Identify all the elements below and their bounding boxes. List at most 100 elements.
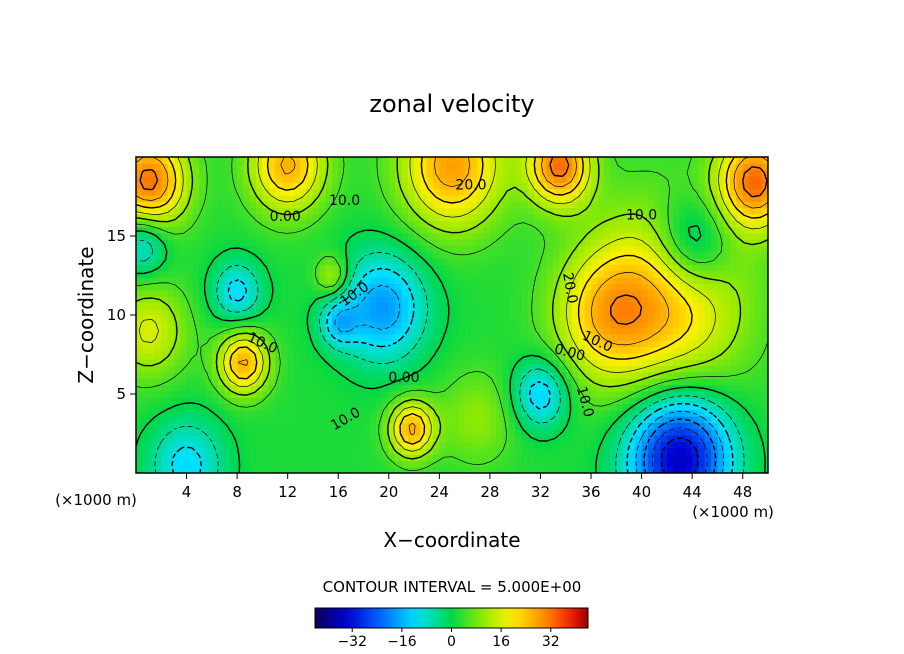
heat-cell (401, 346, 409, 354)
heat-cell (572, 409, 579, 417)
heat-cell (192, 302, 200, 310)
heat-cell (489, 454, 497, 461)
heat-cell (369, 327, 377, 335)
heat-cell (148, 460, 156, 468)
heat-cell (376, 403, 384, 411)
heat-cell (704, 447, 712, 455)
heat-cell (527, 251, 535, 259)
heat-cell (294, 289, 301, 297)
heat-cell (407, 428, 415, 436)
heat-cell (641, 207, 649, 215)
heat-cell (281, 321, 289, 329)
heat-cell (591, 384, 598, 392)
heat-cell (730, 346, 737, 354)
heat-cell (559, 258, 567, 266)
heat-cell (502, 333, 510, 341)
heat-cell (628, 352, 636, 360)
heat-cell (628, 270, 636, 278)
heat-cell (395, 340, 403, 348)
heat-cell (477, 296, 485, 303)
heat-cell (565, 422, 573, 430)
heat-cell (173, 422, 181, 430)
heat-cell (199, 308, 207, 316)
heat-cell (243, 327, 251, 335)
heat-cell (382, 182, 390, 190)
heat-cell (647, 264, 655, 272)
heat-cell (344, 359, 352, 367)
heat-cell (338, 359, 346, 367)
heat-cell (256, 390, 263, 398)
heat-cell (673, 441, 681, 449)
heat-cell (363, 416, 371, 424)
heat-cell (192, 283, 200, 291)
heat-cell (161, 194, 169, 202)
heat-cell (161, 232, 169, 240)
heat-cell (243, 352, 251, 360)
heat-cell (382, 302, 390, 310)
heat-cell (692, 340, 700, 348)
heat-cell (319, 365, 327, 373)
heat-cell (148, 371, 156, 379)
plot-area: 20.010.00.00 10.020.010.010.0 10.00.000.00… (136, 157, 768, 473)
heat-cell (464, 194, 472, 202)
heat-cell (553, 460, 561, 468)
heat-cell (148, 422, 156, 430)
heat-cell (654, 296, 662, 303)
heat-cell (192, 359, 200, 367)
heat-cell (698, 422, 706, 430)
heat-cell (414, 378, 421, 386)
heat-cell (635, 207, 643, 215)
heat-cell (464, 403, 472, 411)
heat-cell (199, 194, 207, 202)
heat-cell (433, 321, 440, 329)
heat-cell (521, 163, 529, 171)
heat-cell (306, 264, 314, 272)
heat-cell (218, 283, 226, 291)
heat-cell (319, 169, 327, 177)
heat-cell (591, 327, 598, 335)
heat-cell (508, 264, 516, 272)
heat-cell (281, 416, 289, 424)
heat-cell (395, 182, 403, 190)
heat-cell (414, 163, 421, 171)
heat-cell (439, 264, 447, 272)
heat-cell (294, 384, 301, 392)
heat-cell (319, 289, 327, 297)
heat-cell (224, 365, 232, 373)
heat-cell (287, 409, 295, 417)
heat-cell (673, 346, 681, 354)
heat-cell (717, 365, 725, 373)
heat-cell (622, 169, 630, 177)
heat-cell (565, 340, 573, 348)
heat-cell (572, 239, 579, 247)
heat-cell (357, 365, 365, 373)
heat-cell (350, 283, 358, 291)
heat-cell (704, 213, 712, 221)
heat-cell (521, 333, 529, 341)
heat-cell (287, 422, 295, 430)
heat-cell (692, 428, 700, 436)
heat-cell (692, 378, 700, 386)
heat-cell (211, 182, 219, 190)
heat-cell (730, 239, 737, 247)
heat-cell (275, 327, 282, 335)
heat-cell (730, 169, 737, 177)
heat-cell (205, 428, 213, 436)
heat-cell (395, 207, 403, 215)
heat-cell (230, 264, 238, 272)
heat-cell (515, 213, 523, 221)
heat-cell (363, 302, 371, 310)
heat-cell (711, 245, 719, 253)
heat-cell (180, 188, 188, 196)
heat-cell (414, 157, 421, 164)
heat-cell (205, 296, 213, 303)
heat-cell (578, 245, 586, 253)
heat-cell (578, 365, 586, 373)
heat-cell (256, 277, 263, 284)
heat-cell (559, 390, 567, 398)
heat-cell (262, 308, 270, 316)
heat-cell (483, 296, 491, 303)
heat-cell (578, 194, 586, 202)
heat-cell (477, 277, 485, 284)
heat-cell (584, 245, 592, 253)
